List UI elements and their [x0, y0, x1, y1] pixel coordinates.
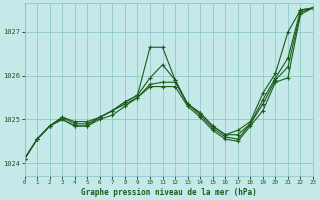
X-axis label: Graphe pression niveau de la mer (hPa): Graphe pression niveau de la mer (hPa) — [81, 188, 257, 197]
